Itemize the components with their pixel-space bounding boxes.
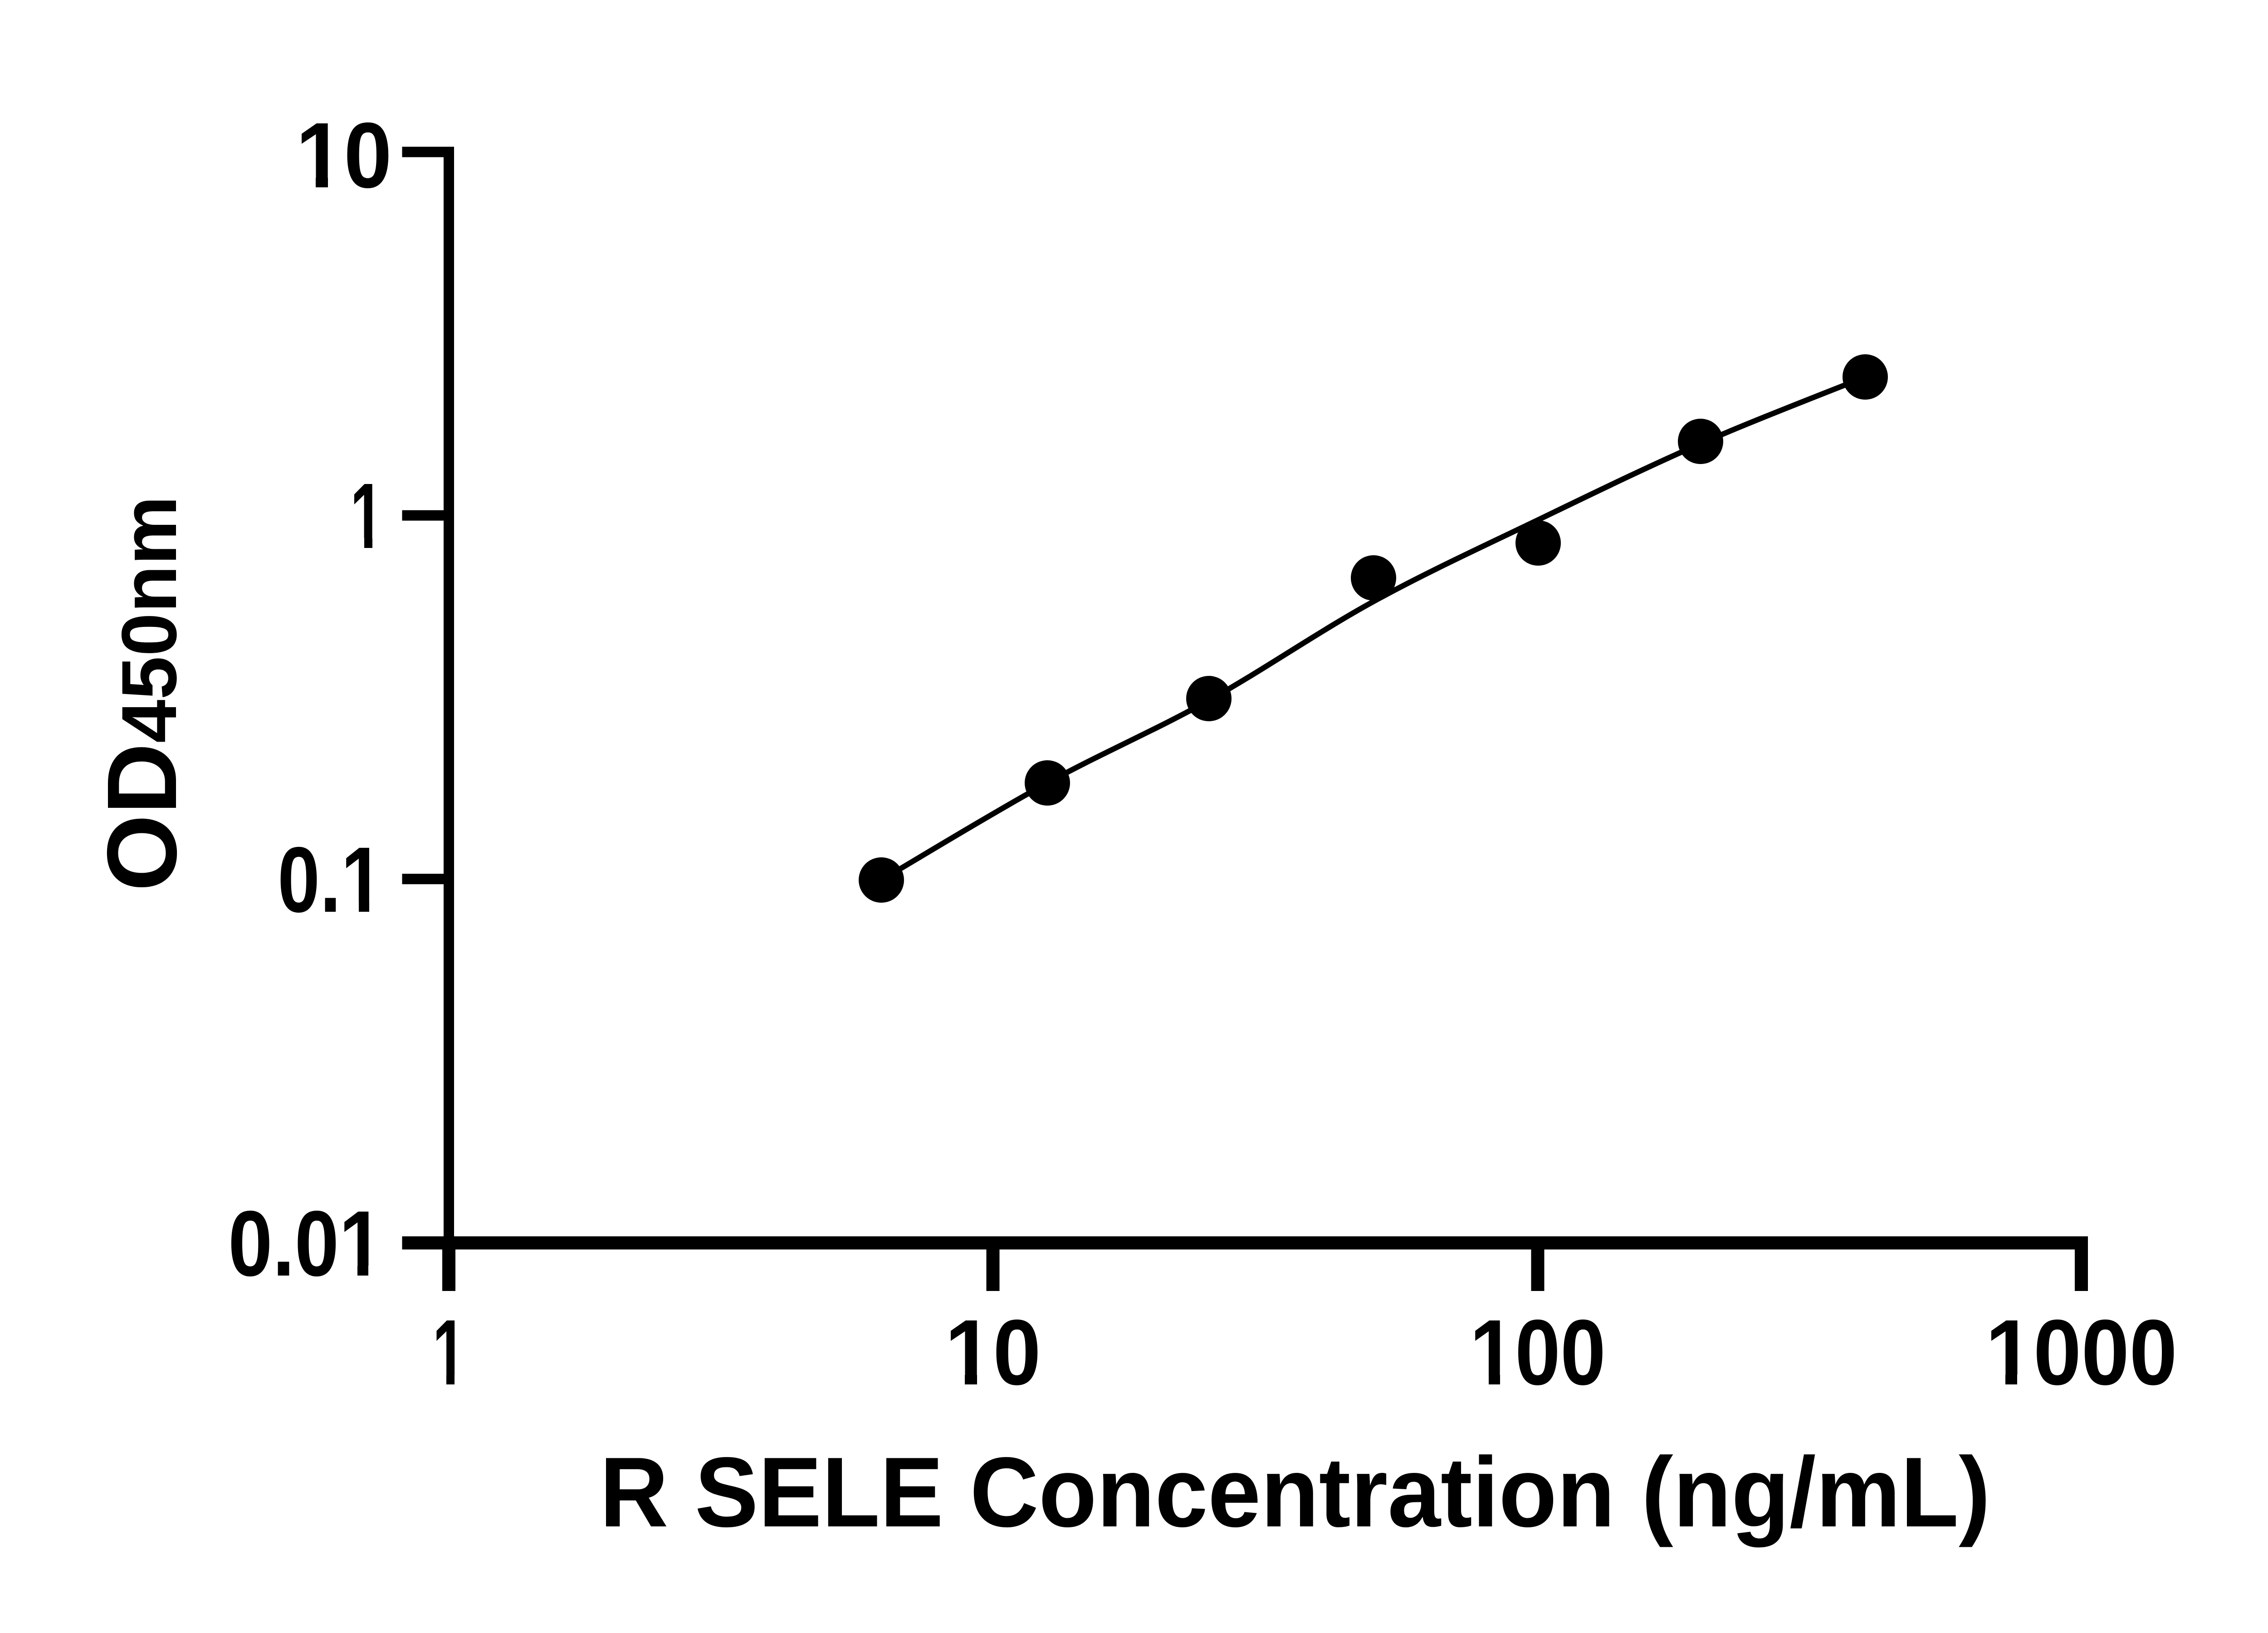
svg-text:100: 100 — [1470, 1301, 1606, 1404]
svg-text:0.01: 0.01 — [228, 1192, 383, 1296]
svg-text:0.1: 0.1 — [278, 828, 383, 932]
svg-text:1: 1 — [350, 464, 383, 568]
svg-text:1000: 1000 — [1985, 1301, 2177, 1404]
svg-text:1: 1 — [433, 1301, 466, 1404]
svg-text:R SELE Concentration (ng/mL): R SELE Concentration (ng/mL) — [600, 1437, 1990, 1548]
svg-text:10: 10 — [296, 103, 392, 207]
svg-text:OD450nm: OD450nm — [87, 496, 197, 891]
svg-text:10: 10 — [945, 1301, 1041, 1404]
